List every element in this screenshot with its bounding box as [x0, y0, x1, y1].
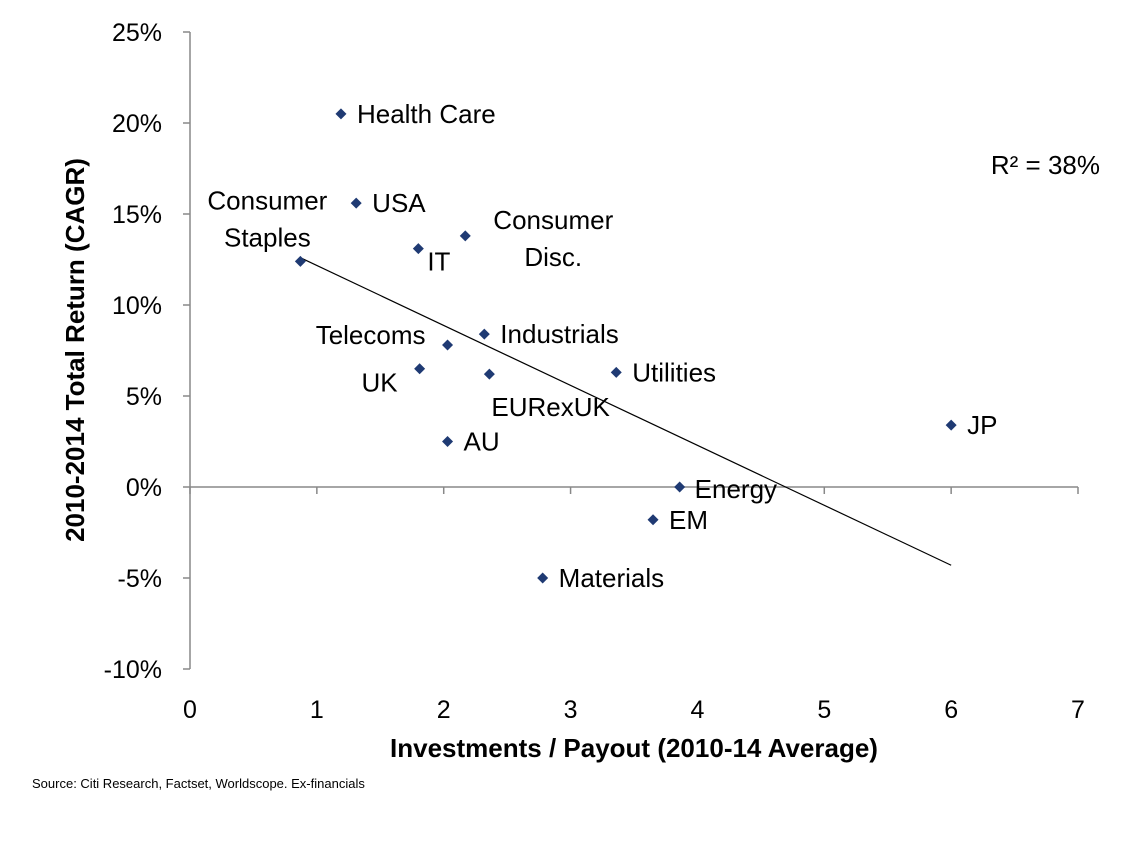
y-axis-title: 2010-2014 Total Return (CAGR) [60, 158, 90, 542]
x-tick-label: 5 [817, 696, 831, 724]
data-point [647, 514, 659, 526]
data-point [610, 366, 622, 378]
x-tick-label: 4 [690, 696, 704, 724]
x-tick-label: 6 [944, 696, 958, 724]
y-tick-label: -10% [104, 656, 162, 684]
data-label: IT [427, 247, 450, 277]
data-label: Utilities [632, 357, 716, 387]
data-label: AU [464, 427, 500, 457]
r-squared-annotation: R² = 38% [991, 150, 1100, 180]
data-point [335, 108, 347, 120]
data-point [414, 363, 426, 375]
data-label: UK [361, 368, 398, 398]
y-tick-label: 25% [112, 19, 162, 47]
data-points: Health Care USA Consumer Staples IT Consumer D… [207, 99, 997, 593]
data-point [412, 243, 424, 255]
data-label: JP [967, 410, 997, 440]
y-tick-label: 5% [126, 383, 162, 411]
data-label: Energy [695, 474, 777, 504]
x-tick-label: 1 [310, 696, 324, 724]
y-tick-label: -5% [118, 565, 162, 593]
data-label: Consumer Staples [207, 185, 327, 252]
data-point [350, 197, 362, 209]
axes: -10% -5% 0% 5% 10% 15% 20% 25% 0 1 2 3 4 5 6 7 [104, 19, 1085, 724]
data-label: Industrials [500, 319, 619, 349]
x-axis-title: Investments / Payout (2010-14 Average) [390, 733, 878, 763]
data-point [483, 368, 495, 380]
y-tick-label: 10% [112, 292, 162, 320]
data-label: Health Care [357, 99, 496, 129]
data-point [478, 328, 490, 340]
data-point [674, 481, 686, 493]
y-tick-label: 15% [112, 201, 162, 229]
trendline [300, 257, 952, 566]
y-tick-label: 0% [126, 474, 162, 502]
source-note: Source: Citi Research, Factset, Worldsco… [32, 776, 365, 791]
x-tick-label: 3 [564, 696, 578, 724]
data-label: EM [669, 505, 708, 535]
data-label: Telecoms [316, 320, 426, 350]
data-point [537, 572, 549, 584]
data-point [294, 255, 306, 267]
x-tick-label: 7 [1071, 696, 1085, 724]
x-tick-label: 2 [437, 696, 451, 724]
data-point [945, 419, 957, 431]
data-label: USA [372, 188, 426, 218]
y-tick-label: 20% [112, 110, 162, 138]
data-label: EURexUK [491, 392, 610, 422]
data-point [459, 230, 471, 242]
data-point [442, 339, 454, 351]
x-tick-label: 0 [183, 696, 197, 724]
data-point [442, 436, 454, 447]
data-label: Materials [559, 563, 664, 593]
data-label: Consumer Disc. [493, 205, 613, 272]
